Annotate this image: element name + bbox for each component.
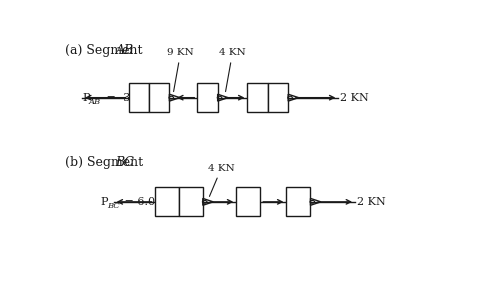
Text: (b) Segment: (b) Segment [66, 156, 148, 169]
Bar [155, 187, 179, 217]
Bar [197, 83, 217, 112]
Bar [247, 83, 268, 112]
Bar [236, 187, 261, 217]
Text: AB: AB [115, 44, 134, 57]
Text: 2 KN: 2 KN [340, 93, 369, 103]
Text: P: P [82, 93, 90, 103]
Bar [286, 187, 310, 217]
Text: = -3.00 KN: = -3.00 KN [103, 93, 169, 103]
Text: 4 KN: 4 KN [219, 48, 246, 92]
Bar [128, 83, 149, 112]
Bar [268, 83, 288, 112]
Bar [179, 187, 203, 217]
Text: 2 KN: 2 KN [357, 197, 386, 207]
Text: BC: BC [115, 156, 135, 169]
Text: 4 KN: 4 KN [208, 164, 235, 196]
Text: (a) Segment: (a) Segment [66, 44, 147, 57]
Text: = 6.00 KN: = 6.00 KN [121, 197, 184, 207]
Text: BC: BC [107, 202, 120, 210]
Text: AB: AB [89, 98, 101, 106]
Text: P: P [101, 197, 108, 207]
Bar [149, 83, 170, 112]
Text: 9 KN: 9 KN [167, 48, 194, 92]
